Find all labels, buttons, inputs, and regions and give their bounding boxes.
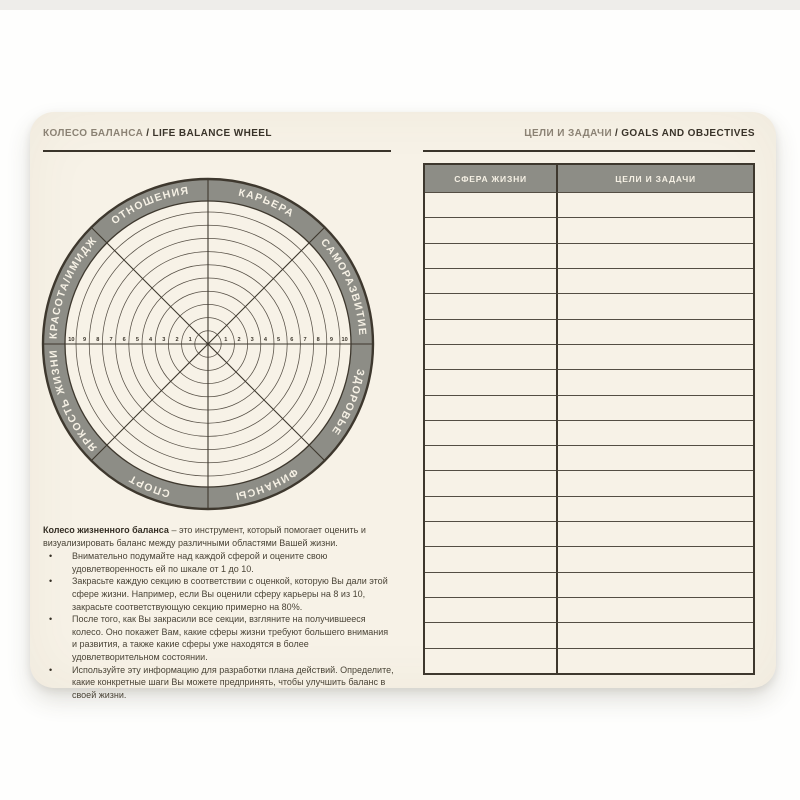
table-cell-empty[interactable] [425,495,557,521]
table-column-header: СФЕРА ЖИЗНИ [425,165,557,192]
table-cell-empty[interactable] [556,445,753,471]
table-cell-empty[interactable] [425,217,557,242]
header-separator: / [615,128,619,139]
instructions-block: Колесо жизненного баланса – это инструме… [43,524,395,701]
wheel-scale-number: 2 [237,337,240,343]
wheel-scale-number: 1 [189,337,192,343]
wheel-scale-number: 8 [317,337,320,343]
table-cell-empty[interactable] [556,647,753,673]
table-cell-empty[interactable] [556,369,753,395]
wheel-scale-number: 7 [109,337,112,343]
table-cell-empty[interactable] [425,267,557,293]
header-separator: / [146,128,150,139]
table-cell-empty[interactable] [425,647,557,673]
table-cell-empty[interactable] [556,267,753,294]
wheel-scale-number: 10 [341,337,347,343]
table-cell-empty[interactable] [556,242,753,268]
table-cell-empty[interactable] [556,546,753,572]
right-header-title-ru: ЦЕЛИ И ЗАДАЧИ [524,128,613,139]
table-cell-empty[interactable] [425,521,557,546]
table-cell-empty[interactable] [556,470,753,496]
bullet-icon: • [49,551,53,562]
wheel-scale-number: 6 [123,337,126,343]
left-page-header: КОЛЕСО БАЛАНСА / LIFE BALANCE WHEEL [43,128,391,152]
instruction-item: • Используйте эту информацию для разрабо… [43,664,395,702]
wheel-sector-divider [90,226,326,462]
table-cell-empty[interactable] [425,546,557,571]
table-cell-empty[interactable] [556,495,753,522]
table-cell-empty[interactable] [425,394,557,420]
table-cell-empty[interactable] [425,369,557,394]
table-cell-empty[interactable] [425,571,557,597]
table-cell-empty[interactable] [556,622,753,648]
wheel-scale-number: 7 [303,337,306,343]
left-header-title-ru: КОЛЕСО БАЛАНСА [43,128,144,139]
table-cell-empty[interactable] [556,343,753,370]
table-cell-empty[interactable] [556,394,753,420]
table-cell-empty[interactable] [425,343,557,369]
wheel-scale-number: 9 [83,337,86,343]
table-cell-empty[interactable] [425,622,557,647]
wheel-scale-number: 4 [264,337,268,343]
table-cell-empty[interactable] [556,597,753,623]
wheel-scale-number: 9 [330,337,333,343]
table-cell-empty[interactable] [425,192,557,217]
table-cell-empty[interactable] [556,217,753,243]
bullet-icon: • [49,664,53,675]
table-cell-empty[interactable] [425,318,557,344]
instructions-intro-term: Колесо жизненного баланса [43,525,169,535]
instruction-text: Закрасьте каждую секцию в соответствии с… [72,576,388,612]
table-cell-empty[interactable] [425,445,557,470]
wheel-scale-number: 3 [162,337,165,343]
wheel-scale-number: 1 [224,337,227,343]
table-cell-empty[interactable] [556,293,753,319]
instructions-intro-text: – это инструмент, который помогает оцени… [43,525,366,548]
table-cell-empty[interactable] [425,597,557,622]
table-cell-empty[interactable] [425,242,557,268]
instructions-list: • Внимательно подумайте над каждой сферо… [43,550,395,701]
instruction-item: • После того, как Вы закрасили все секци… [43,613,395,663]
table-column-header: ЦЕЛИ И ЗАДАЧИ [556,165,753,192]
goals-table: СФЕРА ЖИЗНИ ЦЕЛИ И ЗАДАЧИ [423,163,755,675]
wheel-scale-number: 5 [277,337,280,343]
wheel-scale-number: 5 [136,337,139,343]
table-cell-empty[interactable] [556,192,753,218]
bullet-icon: • [49,576,53,587]
wheel-scale-number: 6 [290,337,293,343]
wheel-scale-number: 2 [175,337,178,343]
wheel-scale-number: 8 [96,337,99,343]
table-cell-empty[interactable] [425,293,557,318]
table-cell-empty[interactable] [556,318,753,344]
wheel-scale-number: 4 [149,337,153,343]
wheel-scale-number: 10 [68,337,74,343]
instruction-text: Внимательно подумайте над каждой сферой … [72,551,328,574]
instruction-item: • Внимательно подумайте над каждой сферо… [43,550,395,575]
wheel-scale-number: 3 [251,337,254,343]
bullet-icon: • [49,614,53,625]
instruction-text: После того, как Вы закрасили все секции,… [72,614,389,662]
table-cell-empty[interactable] [556,419,753,446]
table-cell-empty[interactable] [556,571,753,598]
right-page-header: ЦЕЛИ И ЗАДАЧИ / GOALS AND OBJECTIVES [423,128,755,152]
life-balance-wheel-diagram: 1 12 23 34 45 56 67 78 89 910 10КАРЬЕРАСАМОРАЗВИТИ… [41,177,375,511]
instructions-intro: Колесо жизненного баланса – это инструме… [43,524,395,549]
right-header-title-en: GOALS AND OBJECTIVES [621,128,755,139]
table-cell-empty[interactable] [556,521,753,547]
table-cell-empty[interactable] [425,470,557,495]
left-header-title-en: LIFE BALANCE WHEEL [152,128,272,139]
instruction-text: Используйте эту информацию для разработк… [72,664,394,700]
instruction-item: • Закрасьте каждую секцию в соответствии… [43,575,395,613]
table-cell-empty[interactable] [425,419,557,445]
life-balance-wheel: 1 1 2 2 3 3 4 4 5 5 6 6 7 7 8 8 9 9 10 10 КАРЬЕРА САМОРАЗВИТИ… [40,176,376,512]
